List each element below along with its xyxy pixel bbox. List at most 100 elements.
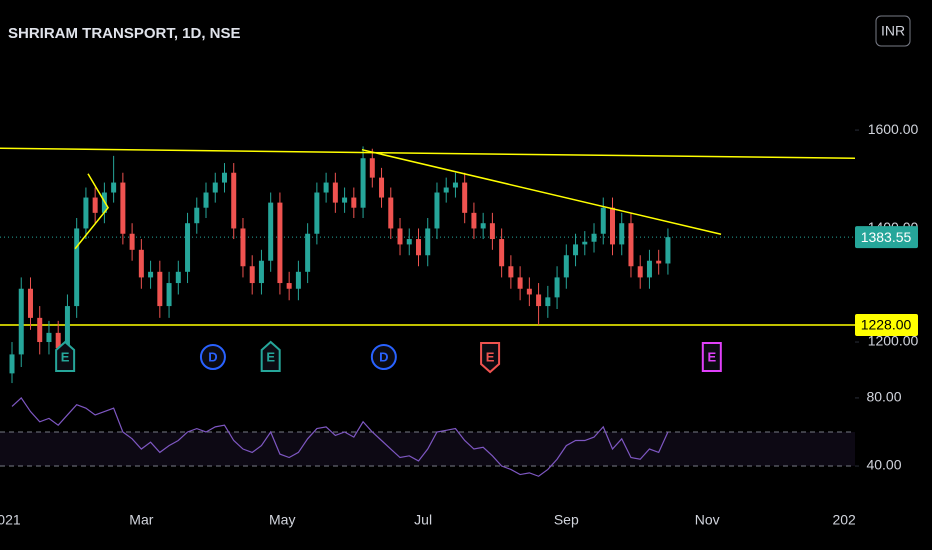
candle-body: [573, 244, 579, 256]
x-tick-label: Sep: [554, 512, 579, 528]
candle-body: [314, 192, 320, 234]
candle-body: [18, 288, 24, 355]
candle-body: [563, 255, 569, 278]
candle-body: [462, 182, 468, 213]
candle-body: [37, 317, 43, 343]
level-tag: [855, 314, 918, 337]
event-badge: [370, 344, 397, 370]
candle-body: [286, 283, 292, 289]
candle-body: [185, 223, 191, 272]
chart-title: SHRIRAM TRANSPORT, 1D, NSE: [8, 25, 241, 42]
candle-body: [55, 332, 61, 349]
candle-body: [129, 233, 135, 250]
candle-body: [351, 197, 357, 208]
candle-body: [332, 182, 338, 203]
candle-body: [609, 207, 615, 245]
candle-body: [480, 223, 486, 229]
candle-body: [619, 223, 625, 245]
candle-body: [517, 277, 523, 289]
candle-body: [536, 294, 542, 307]
candle-body: [157, 271, 163, 307]
candle-body: [471, 212, 477, 229]
event-badge: [260, 340, 281, 372]
event-badge: [55, 340, 76, 372]
candle-body: [83, 197, 89, 229]
candle-body: [443, 187, 449, 193]
candle-body: [249, 266, 255, 284]
candle-body: [600, 207, 606, 234]
candle-body: [74, 228, 80, 307]
event-label: E: [707, 349, 716, 364]
candle-body: [46, 332, 52, 343]
candle-body: [9, 354, 15, 374]
candle-body: [434, 192, 440, 229]
event-label: E: [61, 349, 70, 364]
candle-body: [166, 283, 172, 307]
candle-body: [425, 228, 431, 256]
candle-body: [499, 239, 505, 267]
x-tick-label: Mar: [129, 512, 153, 528]
candle-body: [637, 266, 643, 278]
candle-body: [120, 182, 126, 234]
last-price-label: 1383.55: [861, 229, 912, 245]
candle-body: [277, 202, 283, 284]
candle-body: [656, 260, 662, 264]
currency-label: INR: [881, 23, 905, 39]
rsi-line: [11, 397, 669, 477]
candle-body: [212, 182, 218, 193]
candle-body: [323, 182, 329, 193]
currency-button: [875, 15, 911, 47]
candle-body: [406, 239, 412, 245]
candle-body: [628, 223, 634, 267]
candle-body: [203, 192, 209, 208]
candle-body: [415, 239, 421, 256]
candle-body: [646, 260, 652, 278]
candle-body: [591, 233, 597, 242]
event-label: D: [379, 349, 388, 364]
event-badge: [480, 342, 501, 374]
y-tick-label: 1600.00: [868, 121, 919, 137]
candle-body: [138, 249, 144, 278]
x-tick-label: Jul: [414, 512, 432, 528]
x-tick-label: 2021: [0, 512, 21, 528]
candle-body: [305, 233, 311, 272]
candle-body: [369, 158, 375, 178]
candle-body: [240, 228, 246, 267]
event-label: E: [486, 349, 495, 364]
event-label: E: [266, 349, 275, 364]
candle-body: [360, 158, 366, 208]
event-badge: [701, 342, 722, 372]
candle-body: [508, 266, 514, 278]
candle-body: [582, 241, 588, 245]
candle-body: [27, 288, 33, 318]
trendline: [0, 147, 856, 159]
x-tick-label: Nov: [695, 512, 720, 528]
candle-body: [194, 207, 200, 224]
candle-body: [545, 297, 551, 307]
event-label: D: [208, 349, 217, 364]
trendline: [361, 148, 722, 236]
candle-body: [489, 223, 495, 240]
candle-body: [92, 197, 98, 213]
candle-body: [526, 288, 532, 295]
candle-body: [64, 306, 70, 349]
candle-body: [111, 182, 117, 193]
rsi-tick-label: 40.00: [866, 457, 901, 473]
candle-body: [295, 271, 301, 289]
event-badge: [199, 344, 226, 370]
candle-body: [258, 260, 264, 284]
price-axis-bg: [855, 0, 932, 550]
candle-body: [231, 172, 237, 229]
candle-body: [452, 182, 458, 188]
candle-body: [268, 202, 274, 261]
candle-body: [148, 271, 154, 278]
trendline: [74, 173, 109, 250]
x-tick-label: May: [269, 512, 295, 528]
candle-body: [388, 197, 394, 229]
candle-body: [342, 197, 348, 203]
rsi-tick-label: 80.00: [866, 389, 901, 405]
candle-body: [554, 277, 560, 298]
candle-body: [175, 271, 181, 284]
candle-body: [665, 237, 671, 264]
y-tick-label: 1200.00: [868, 333, 919, 349]
